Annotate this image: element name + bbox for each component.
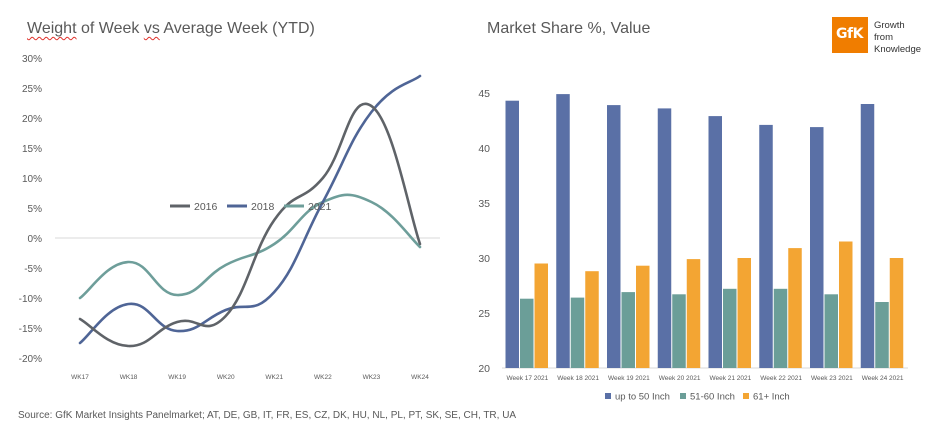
gfk-logo-mark: GfK	[836, 26, 863, 42]
x-tick-label: WK19	[168, 374, 186, 381]
source-note: Source: GfK Market Insights Panelmarket;…	[18, 410, 517, 421]
y-tick-label: 40	[478, 143, 490, 155]
line-chart-title: Weight of Week vs Average Week (YTD)	[27, 20, 315, 38]
y-tick-label: 20%	[22, 114, 42, 125]
bar-61+ Inch	[788, 248, 802, 368]
bar-up to 50 Inch	[860, 104, 875, 368]
y-tick-label: 35	[478, 198, 490, 210]
x-tick-label: WK23	[363, 374, 381, 381]
y-tick-label: 30%	[22, 54, 42, 65]
y-tick-label: -10%	[19, 294, 42, 305]
bar-51-60 Inch	[773, 288, 788, 368]
bar-up to 50 Inch	[708, 116, 722, 368]
y-tick-label: 0%	[28, 234, 43, 245]
x-tick-label: Week 22 2021	[760, 375, 802, 382]
bar-up to 50 Inch	[657, 108, 672, 369]
bar-51-60 Inch	[672, 294, 686, 368]
x-tick-label: WK17	[71, 374, 89, 381]
x-tick-label: Week 23 2021	[811, 375, 853, 382]
logo-tagline-line: Growth	[874, 20, 905, 31]
bar-61+ Inch	[534, 263, 548, 368]
y-tick-label: -20%	[19, 354, 42, 365]
bar-51-60 Inch	[723, 288, 737, 368]
legend-swatch-51-60 Inch	[680, 393, 686, 399]
series-line-2016	[78, 102, 422, 348]
bar-61+ Inch	[737, 258, 751, 368]
bar-61+ Inch	[636, 265, 650, 368]
bar-51-60 Inch	[520, 298, 534, 368]
y-tick-label: 30	[478, 253, 490, 265]
logo-tagline-line: Knowledge	[874, 44, 922, 55]
y-tick-label: -15%	[19, 324, 42, 335]
legend-label: 2021	[308, 201, 332, 213]
y-tick-label: 10%	[22, 174, 42, 185]
bar-61+ Inch	[839, 241, 853, 368]
bar-61+ Inch	[686, 259, 701, 368]
x-tick-label: WK21	[265, 374, 283, 381]
y-tick-label: 15%	[22, 144, 42, 155]
series-line-2021	[78, 193, 422, 300]
bar-up to 50 Inch	[556, 94, 570, 368]
x-tick-label: Week 24 2021	[862, 375, 904, 382]
title-text-part: Average Week (YTD)	[159, 20, 315, 37]
x-tick-label: Week 21 2021	[709, 375, 751, 382]
x-tick-label: Week 20 2021	[659, 375, 701, 382]
title-word-weight: Weight	[27, 20, 77, 37]
x-tick-label: WK20	[217, 374, 235, 381]
y-tick-label: 25%	[22, 84, 42, 95]
legend-label: up to 50 Inch	[615, 392, 670, 403]
bar-51-60 Inch	[621, 292, 635, 368]
x-tick-label: WK22	[314, 374, 332, 381]
legend-swatch-61+ Inch	[743, 393, 749, 399]
legend-label: 2016	[194, 201, 218, 213]
series-line-2018	[78, 74, 422, 345]
bar-51-60 Inch	[875, 302, 889, 368]
legend-label: 61+ Inch	[753, 392, 790, 403]
bar-51-60 Inch	[570, 297, 585, 368]
x-tick-label: Week 17 2021	[506, 375, 548, 382]
bar-51-60 Inch	[824, 294, 838, 368]
title-text-part: of Week	[76, 20, 144, 37]
y-tick-label: 25	[478, 308, 490, 320]
bar-up to 50 Inch	[607, 105, 621, 368]
bar-up to 50 Inch	[759, 124, 773, 369]
x-tick-label: Week 18 2021	[557, 375, 599, 382]
x-tick-label: Week 19 2021	[608, 375, 650, 382]
x-tick-label: WK18	[120, 374, 138, 381]
bar-61+ Inch	[585, 271, 599, 368]
gfk-logo	[832, 17, 868, 53]
y-tick-label: 45	[478, 88, 490, 100]
x-tick-label: WK24	[411, 374, 429, 381]
legend-label: 51-60 Inch	[690, 392, 735, 403]
logo-tagline-line: from	[874, 32, 893, 43]
y-tick-label: 5%	[28, 204, 43, 215]
bar-61+ Inch	[889, 258, 904, 368]
bar-up to 50 Inch	[505, 100, 519, 368]
y-tick-label: -5%	[24, 264, 42, 275]
title-word-vs: vs	[143, 20, 160, 37]
bar-up to 50 Inch	[810, 127, 824, 368]
legend-swatch-up to 50 Inch	[605, 393, 611, 399]
bar-chart-title: Market Share %, Value	[487, 20, 651, 37]
y-tick-label: 20	[478, 363, 490, 375]
legend-label: 2018	[251, 201, 275, 213]
